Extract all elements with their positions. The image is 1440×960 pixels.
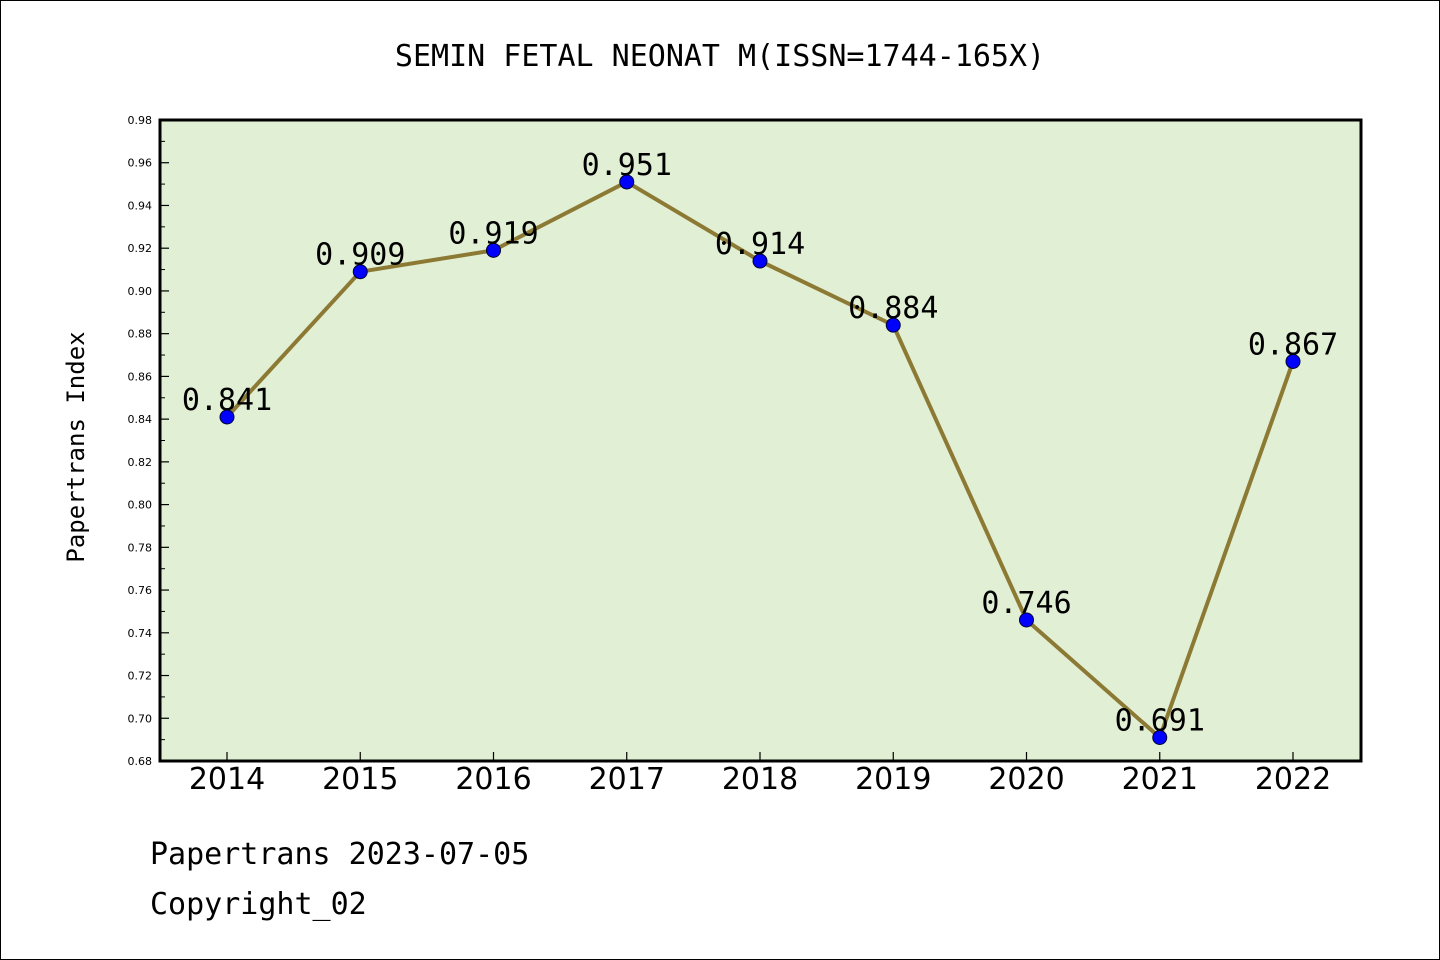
y-tick-label: 0.74 <box>128 627 153 640</box>
y-tick-label: 0.96 <box>128 157 153 170</box>
data-label: 0.746 <box>981 586 1071 621</box>
plot-area <box>158 118 1363 763</box>
y-axis: 0.68 0.70 0.72 0.74 0.76 0.78 0.80 0.82 0.84 0.86… <box>128 114 169 768</box>
x-tick-label: 2020 <box>988 762 1064 797</box>
data-label: 0.914 <box>715 227 805 262</box>
footer-copyright: Copyright_02 <box>150 887 367 922</box>
data-label: 0.691 <box>1115 703 1205 738</box>
y-tick-label: 0.90 <box>128 285 153 298</box>
y-tick-label: 0.92 <box>128 242 153 255</box>
y-tick-label: 0.68 <box>128 755 153 768</box>
data-label: 0.841 <box>182 383 272 418</box>
y-tick-label: 0.88 <box>128 328 153 341</box>
y-tick-label: 0.94 <box>128 199 153 212</box>
x-axis: 2014 2015 2016 2017 2018 2019 2020 2021 2022 <box>189 752 1331 797</box>
data-label: 0.919 <box>448 216 538 251</box>
x-tick-label: 2022 <box>1255 762 1331 797</box>
x-tick-label: 2014 <box>189 762 265 797</box>
data-label: 0.884 <box>848 291 938 326</box>
data-point <box>1285 353 1301 369</box>
x-tick-label: 2017 <box>589 762 665 797</box>
data-point <box>1019 612 1034 628</box>
data-point <box>486 242 501 258</box>
y-tick-label: 0.86 <box>128 370 153 383</box>
y-tick-label: 0.70 <box>128 712 153 725</box>
marker-group <box>219 174 1301 745</box>
y-tick-label: 0.80 <box>128 499 153 512</box>
chart-title: SEMIN FETAL NEONAT M(ISSN=1744-165X) <box>395 39 1045 74</box>
x-tick-label: 2021 <box>1122 762 1198 797</box>
data-point <box>619 174 635 190</box>
x-tick-label: 2016 <box>455 762 531 797</box>
x-tick-label: 2019 <box>855 762 931 797</box>
data-label-group: 0.841 0.909 0.919 0.951 0.914 0.884 0.746 0.691… <box>182 148 1338 739</box>
data-label: 0.951 <box>582 148 672 183</box>
data-point <box>752 253 768 269</box>
x-tick-label: 2018 <box>722 762 798 797</box>
x-tick-label: 2015 <box>322 762 398 797</box>
y-tick-label: 0.82 <box>128 456 153 469</box>
data-point <box>219 409 235 425</box>
data-point <box>885 317 901 333</box>
footer-date: Papertrans 2023-07-05 <box>150 837 529 872</box>
data-label: 0.909 <box>315 238 405 273</box>
y-tick-label: 0.76 <box>128 584 153 597</box>
y-tick-label: 0.72 <box>128 670 153 683</box>
y-axis-label: Papertrans Index <box>62 331 90 562</box>
data-point <box>352 264 368 280</box>
data-label: 0.867 <box>1248 327 1338 362</box>
y-tick-label: 0.98 <box>128 114 153 127</box>
data-point <box>1152 729 1168 745</box>
y-tick-label: 0.84 <box>128 413 153 426</box>
y-tick-label: 0.78 <box>128 541 153 554</box>
